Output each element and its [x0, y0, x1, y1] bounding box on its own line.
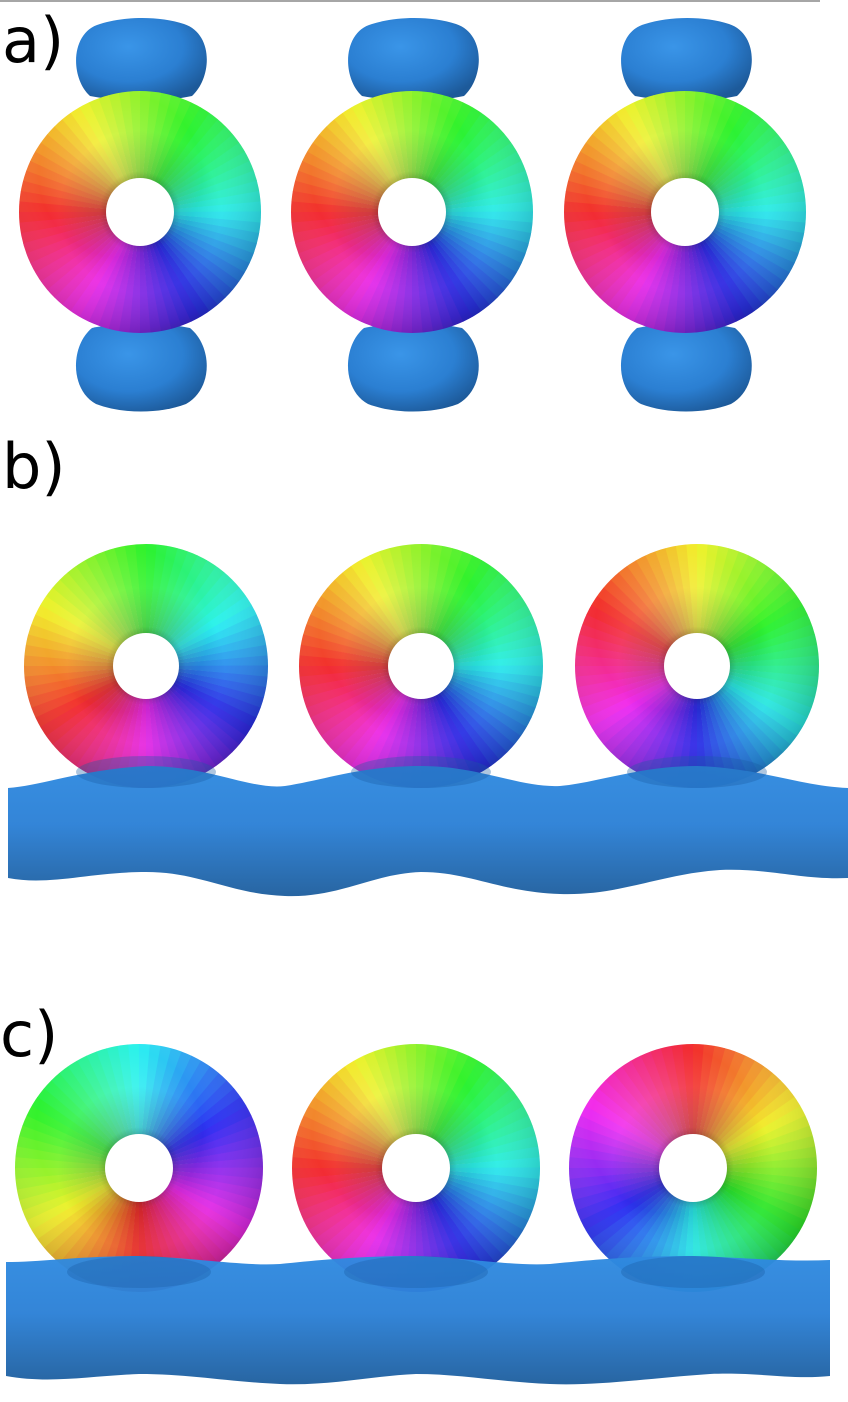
sheet-c [6, 1256, 830, 1385]
torus-c3-hole [659, 1134, 727, 1202]
lobe-top-1 [76, 18, 207, 101]
panel-b-label: b) [2, 430, 66, 503]
sheet-c-overlap-2 [344, 1256, 488, 1288]
sheet-b-overlap-2 [351, 756, 491, 788]
panel-a: a) [2, 4, 806, 412]
sheet-b-overlap-1 [76, 756, 216, 788]
sheet-c-overlap-3 [621, 1256, 765, 1288]
torus-c1-hole [105, 1134, 173, 1202]
sheet-c-overlap-1 [67, 1256, 211, 1288]
sheet-b-overlap-3 [627, 756, 767, 788]
torus-b2-hole [388, 633, 454, 699]
panel-a-label: a) [2, 4, 64, 77]
torus-a2-hole [378, 178, 446, 246]
lobe-top-3 [621, 18, 752, 101]
panel-c: c) [0, 998, 830, 1385]
torus-b3-hole [664, 633, 730, 699]
torus-a3-hole [651, 178, 719, 246]
panel-c-label: c) [0, 998, 58, 1071]
panel-b: b) [2, 430, 848, 897]
torus-c1 [15, 1044, 263, 1292]
lobe-top-2 [348, 18, 479, 101]
lobe-bottom-2 [347, 323, 479, 412]
torus-b1-hole [113, 633, 179, 699]
lobe-bottom-3 [620, 323, 752, 412]
sheet-b [8, 766, 848, 897]
torus-c2-hole [382, 1134, 450, 1202]
torus-a1-hole [106, 178, 174, 246]
lobe-bottom-1 [75, 323, 207, 412]
torus-b1 [24, 544, 268, 788]
